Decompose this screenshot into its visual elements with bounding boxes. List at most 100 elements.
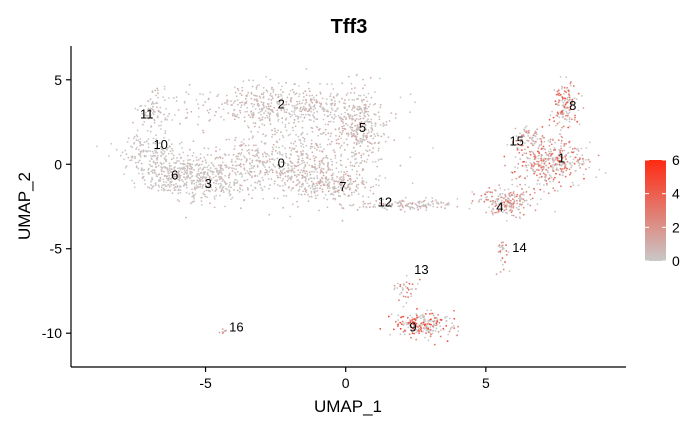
- data-point: [167, 183, 170, 186]
- data-point: [300, 110, 303, 113]
- data-point: [293, 167, 296, 170]
- data-point: [363, 128, 366, 131]
- data-point: [319, 169, 322, 172]
- data-point: [232, 102, 235, 104]
- data-point: [277, 93, 280, 96]
- data-point: [432, 147, 434, 149]
- data-point: [310, 190, 313, 193]
- data-point: [340, 153, 343, 156]
- data-point: [537, 155, 539, 157]
- data-point: [256, 165, 259, 168]
- data-point: [409, 314, 412, 317]
- data-point: [198, 178, 201, 180]
- data-point: [281, 185, 284, 187]
- data-point: [524, 142, 526, 144]
- data-point: [160, 120, 163, 123]
- data-point: [577, 150, 580, 152]
- data-point: [519, 140, 522, 143]
- data-point: [179, 162, 182, 165]
- data-point: [171, 147, 173, 150]
- data-point: [144, 104, 147, 107]
- data-point: [290, 96, 292, 99]
- data-point: [220, 190, 223, 193]
- data-point: [512, 214, 515, 217]
- data-point: [142, 144, 145, 146]
- data-point: [408, 319, 411, 321]
- data-point: [174, 178, 176, 181]
- data-point: [315, 156, 317, 159]
- data-point: [330, 83, 333, 85]
- data-point: [533, 172, 536, 175]
- data-point: [223, 118, 225, 121]
- data-point: [199, 186, 202, 189]
- data-point: [516, 202, 519, 205]
- data-point: [310, 180, 313, 183]
- data-point: [507, 197, 509, 200]
- data-point: [132, 137, 135, 140]
- data-point: [147, 186, 149, 189]
- data-point: [369, 202, 372, 205]
- data-point: [413, 207, 416, 210]
- data-point: [254, 175, 256, 178]
- data-point: [152, 171, 154, 174]
- data-point: [255, 144, 257, 147]
- data-point: [328, 184, 330, 187]
- data-point: [516, 193, 519, 196]
- data-point: [566, 114, 569, 117]
- data-point: [269, 112, 272, 115]
- data-point: [327, 190, 330, 193]
- data-point: [295, 115, 297, 117]
- data-point: [316, 171, 319, 173]
- data-point: [143, 179, 146, 182]
- data-point: [133, 186, 136, 189]
- data-point: [313, 171, 315, 173]
- data-point: [552, 180, 555, 183]
- data-point: [166, 148, 169, 151]
- data-point: [245, 158, 248, 161]
- data-point: [537, 147, 540, 150]
- data-point: [257, 131, 259, 133]
- data-point: [431, 197, 434, 199]
- data-point: [502, 241, 504, 244]
- data-point: [437, 330, 440, 333]
- data-point: [283, 182, 286, 184]
- data-point: [330, 174, 333, 177]
- data-point: [519, 211, 521, 214]
- data-point: [341, 219, 344, 222]
- data-point: [334, 191, 337, 193]
- data-point: [356, 184, 358, 186]
- data-point: [291, 114, 293, 116]
- data-point: [280, 161, 283, 164]
- data-point: [321, 188, 324, 191]
- data-point: [313, 96, 315, 99]
- data-point: [497, 203, 500, 206]
- data-point: [261, 188, 264, 191]
- data-point: [326, 109, 329, 112]
- data-point: [571, 181, 574, 184]
- data-point: [139, 154, 142, 157]
- data-point: [545, 164, 547, 167]
- data-point: [372, 185, 375, 188]
- data-point: [262, 101, 265, 104]
- data-point: [107, 155, 110, 157]
- data-point: [555, 124, 557, 127]
- data-point: [96, 145, 98, 148]
- data-point: [399, 293, 401, 296]
- data-point: [429, 328, 432, 331]
- data-point: [370, 118, 373, 121]
- data-point: [561, 171, 564, 174]
- data-point: [208, 169, 211, 172]
- data-point: [348, 106, 350, 108]
- data-point: [201, 160, 204, 163]
- data-point: [360, 138, 363, 140]
- data-point: [526, 169, 529, 172]
- data-point: [527, 135, 530, 137]
- data-point: [195, 163, 198, 166]
- data-point: [153, 118, 156, 121]
- data-point: [155, 102, 157, 105]
- data-point: [330, 104, 333, 107]
- data-point: [239, 207, 242, 210]
- data-point: [510, 206, 513, 209]
- data-point: [362, 129, 364, 132]
- data-point: [436, 206, 439, 209]
